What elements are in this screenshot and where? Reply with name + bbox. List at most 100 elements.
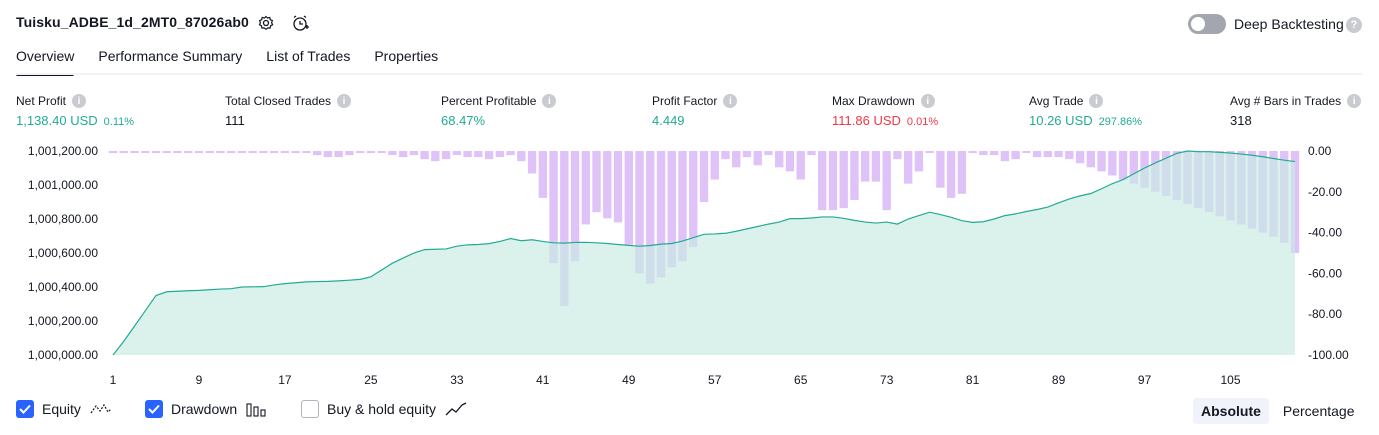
- drawdown-bar: [420, 151, 429, 160]
- x-tick-label: 41: [536, 373, 550, 387]
- x-tick-label: 25: [364, 373, 378, 387]
- deep-backtesting-label: Deep Backtesting: [1234, 16, 1344, 32]
- x-tick-label: 57: [708, 373, 722, 387]
- info-icon[interactable]: i: [920, 94, 935, 108]
- drawdown-bar: [1022, 151, 1031, 154]
- drawdown-bar: [753, 151, 762, 166]
- drawdown-bar: [398, 151, 408, 158]
- metric-avg-trade: Avg Trade i 10.26 USD 297.86%: [1029, 94, 1142, 128]
- tab-overview[interactable]: Overview: [16, 48, 75, 76]
- y-right-tick-label: -20.00: [1308, 185, 1342, 199]
- drawdown-bar: [667, 151, 676, 268]
- drawdown-bar: [560, 151, 569, 307]
- drawdown-bar: [366, 151, 376, 154]
- metric-label: Net Profit: [16, 94, 67, 108]
- info-icon[interactable]: i: [1089, 94, 1104, 108]
- drawdown-bar: [388, 151, 397, 156]
- y-left-tick-label: 1,000,400.00: [28, 280, 98, 294]
- deep-backtesting-help-icon[interactable]: ?: [1346, 17, 1362, 33]
- drawdown-bar: [431, 151, 440, 162]
- metric-percent: 297.86%: [1098, 116, 1143, 128]
- equity-label: Equity: [42, 401, 81, 417]
- y-right-tick-label: -40.00: [1308, 226, 1342, 240]
- info-icon[interactable]: i: [723, 94, 738, 108]
- metric-label: Avg # Bars in Trades: [1230, 94, 1342, 108]
- drawdown-bar: [936, 151, 945, 188]
- x-tick-label: 33: [450, 373, 464, 387]
- tab-performance-summary[interactable]: Performance Summary: [98, 48, 243, 64]
- metric-percent-profitable: Percent Profitable i 68.47%: [441, 94, 557, 128]
- x-tick-label: 81: [966, 373, 980, 387]
- x-tick-label: 1: [110, 373, 117, 387]
- alarm-clock-add-icon[interactable]: [290, 13, 310, 33]
- metric-value: 10.26 USD: [1029, 113, 1093, 128]
- drawdown-bar: [151, 151, 161, 154]
- x-tick-label: 17: [278, 373, 292, 387]
- drawdown-bar: [775, 151, 784, 168]
- percentage-button[interactable]: Percentage: [1282, 403, 1355, 419]
- equity-checkbox[interactable]: [16, 400, 34, 418]
- y-left-tick-label: 1,000,000.00: [28, 348, 98, 362]
- drawdown-bar: [538, 151, 548, 198]
- absolute-button[interactable]: Absolute: [1193, 398, 1269, 424]
- drawdown-bar: [259, 151, 268, 154]
- metric-label: Total Closed Trades: [225, 94, 332, 108]
- metric-value: 318: [1230, 113, 1252, 128]
- y-left-tick-label: 1,000,600.00: [28, 246, 98, 260]
- y-right-tick-label: -60.00: [1308, 266, 1342, 280]
- info-icon[interactable]: i: [72, 94, 87, 108]
- drawdown-bar: [828, 151, 838, 211]
- tab-list-of-trades[interactable]: List of Trades: [266, 48, 351, 64]
- metric-value: 4.449: [652, 113, 685, 128]
- metric-avg-bars-in-trades: Avg # Bars in Trades i 318: [1230, 94, 1362, 128]
- drawdown-bar: [1086, 151, 1096, 168]
- legend-buy-hold-equity[interactable]: Buy & hold equity: [301, 400, 468, 418]
- buy-hold-checkbox[interactable]: [301, 400, 319, 418]
- legend-drawdown[interactable]: Drawdown: [145, 400, 267, 418]
- drawdown-bar: [678, 151, 687, 262]
- drawdown-bar: [216, 151, 225, 154]
- drawdown-bar: [141, 151, 150, 154]
- metric-percent: 0.11%: [103, 116, 135, 128]
- drawdown-bar: [839, 151, 848, 209]
- y-right-tick-label: -80.00: [1308, 307, 1342, 321]
- info-icon[interactable]: i: [1347, 94, 1362, 108]
- deep-backtesting-toggle[interactable]: [1188, 14, 1226, 34]
- drawdown-bar: [646, 151, 655, 284]
- drawdown-bar: [377, 151, 386, 154]
- drawdown-bar: [119, 151, 128, 154]
- info-icon[interactable]: i: [337, 94, 352, 108]
- drawdown-bar: [495, 151, 505, 158]
- drawdown-bar: [850, 151, 859, 200]
- equity-area: [113, 151, 1295, 355]
- drawdown-bar: [463, 151, 472, 158]
- settings-gear-icon[interactable]: [256, 13, 276, 33]
- equity-drawdown-chart[interactable]: 1,001,200.00 1,001,000.00 1,000,800.00 1,00…: [0, 140, 1379, 390]
- drawdown-bar: [205, 151, 214, 154]
- drawdown-bar: [1011, 151, 1020, 160]
- drawdown-bar: [1032, 151, 1042, 158]
- drawdown-bar: [549, 151, 558, 264]
- drawdown-bar: [946, 151, 956, 198]
- x-tick-label: 9: [196, 373, 203, 387]
- drawdown-bar: [592, 151, 601, 213]
- tab-properties[interactable]: Properties: [374, 48, 439, 64]
- drawdown-bar: [173, 151, 182, 154]
- drawdown-bar: [1043, 151, 1053, 158]
- drawdown-bar: [807, 151, 816, 156]
- drawdown-checkbox[interactable]: [145, 400, 163, 418]
- drawdown-bar: [355, 151, 365, 154]
- legend-equity[interactable]: Equity: [16, 400, 113, 418]
- info-icon[interactable]: i: [542, 94, 557, 108]
- drawdown-bar: [656, 151, 666, 278]
- drawdown-bar: [979, 151, 988, 156]
- drawdown-bar: [613, 151, 623, 223]
- metric-value: 1,138.40 USD: [16, 113, 98, 128]
- drawdown-bar: [914, 151, 924, 172]
- tab-bar: Overview Performance Summary List of Tra…: [16, 48, 439, 76]
- buy-hold-line-icon: [445, 402, 467, 416]
- metric-label: Avg Trade: [1029, 94, 1084, 108]
- x-tick-label: 97: [1138, 373, 1152, 387]
- y-axis-right: 0.00 -20.00 -40.00 -60.00 -80.00 -100.00: [1308, 144, 1349, 362]
- metric-max-drawdown: Max Drawdown i 111.86 USD 0.01%: [832, 94, 938, 128]
